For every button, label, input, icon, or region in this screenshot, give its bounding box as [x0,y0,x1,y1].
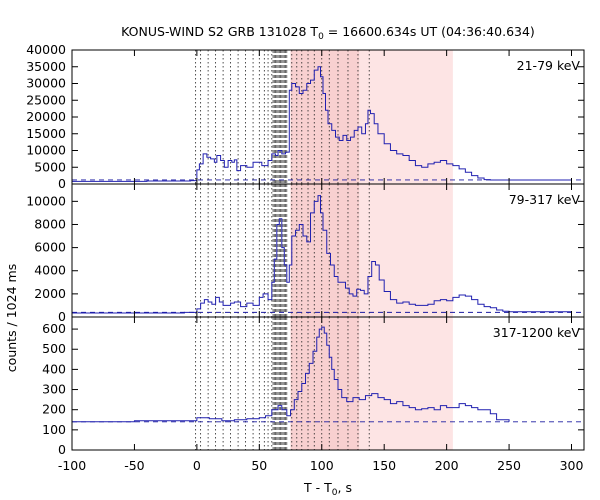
x-tick-label: 300 [560,458,584,473]
y-tick-label: 0 [58,176,66,191]
x-tick-label: -100 [58,458,86,473]
x-tick-label: 100 [310,458,334,473]
energy-band-label: 79-317 keV [509,192,581,207]
y-tick-label: 10000 [26,193,66,208]
y-tick-label: 2000 [34,286,66,301]
chart-title: KONUS-WIND S2 GRB 131028 T0 = 16600.634s… [121,24,535,42]
x-axis-title: T - T0, s [303,480,352,498]
y-tick-label: 600 [42,321,66,336]
y-tick-label: 300 [42,382,66,397]
energy-band-label: 21-79 keV [517,58,581,73]
x-tick-label: 0 [193,458,201,473]
y-tick-label: 400 [42,361,66,376]
y-tick-label: 40000 [26,42,66,57]
lightcurve-series [72,66,572,182]
lightcurve-series [72,195,573,314]
y-tick-label: 0 [58,309,66,324]
y-tick-label: 0 [58,442,66,457]
x-tick-label: 200 [435,458,459,473]
y-tick-label: 500 [42,341,66,356]
y-tick-label: 200 [42,402,66,417]
y-tick-label: 10000 [26,143,66,158]
panel-3: 0 100 200 300 400 500 600 317-1200 keV [42,316,585,457]
x-tick-label: 150 [372,458,396,473]
y-tick-label: 35000 [26,59,66,74]
y-tick-label: 8000 [34,216,66,231]
lightcurve-series [72,326,510,423]
y-tick-label: 4000 [34,263,66,278]
panels-group: 0500010000150002000025000300003500040000… [26,42,585,473]
y-tick-label: 6000 [34,240,66,255]
shaded-interval-dense [290,184,360,317]
shaded-interval-dense [290,317,360,450]
y-tick-label: 20000 [26,109,66,124]
y-tick-label: 5000 [34,159,66,174]
panel-2: 0 2000 4000 6000 8000 10000 79-317 keV [26,183,585,324]
shaded-interval-dense [290,50,360,184]
x-tick-label: 50 [251,458,267,473]
y-tick-label: 15000 [26,126,66,141]
y-tick-label: 25000 [26,92,66,107]
y-tick-label: 100 [42,422,66,437]
x-tick-label: -50 [124,458,144,473]
y-axis-title: counts / 1024 ms [4,264,19,372]
x-tick-label: 250 [497,458,521,473]
y-tick-label: 30000 [26,76,66,91]
energy-band-label: 317-1200 keV [493,325,581,340]
panel-frame [71,316,585,451]
